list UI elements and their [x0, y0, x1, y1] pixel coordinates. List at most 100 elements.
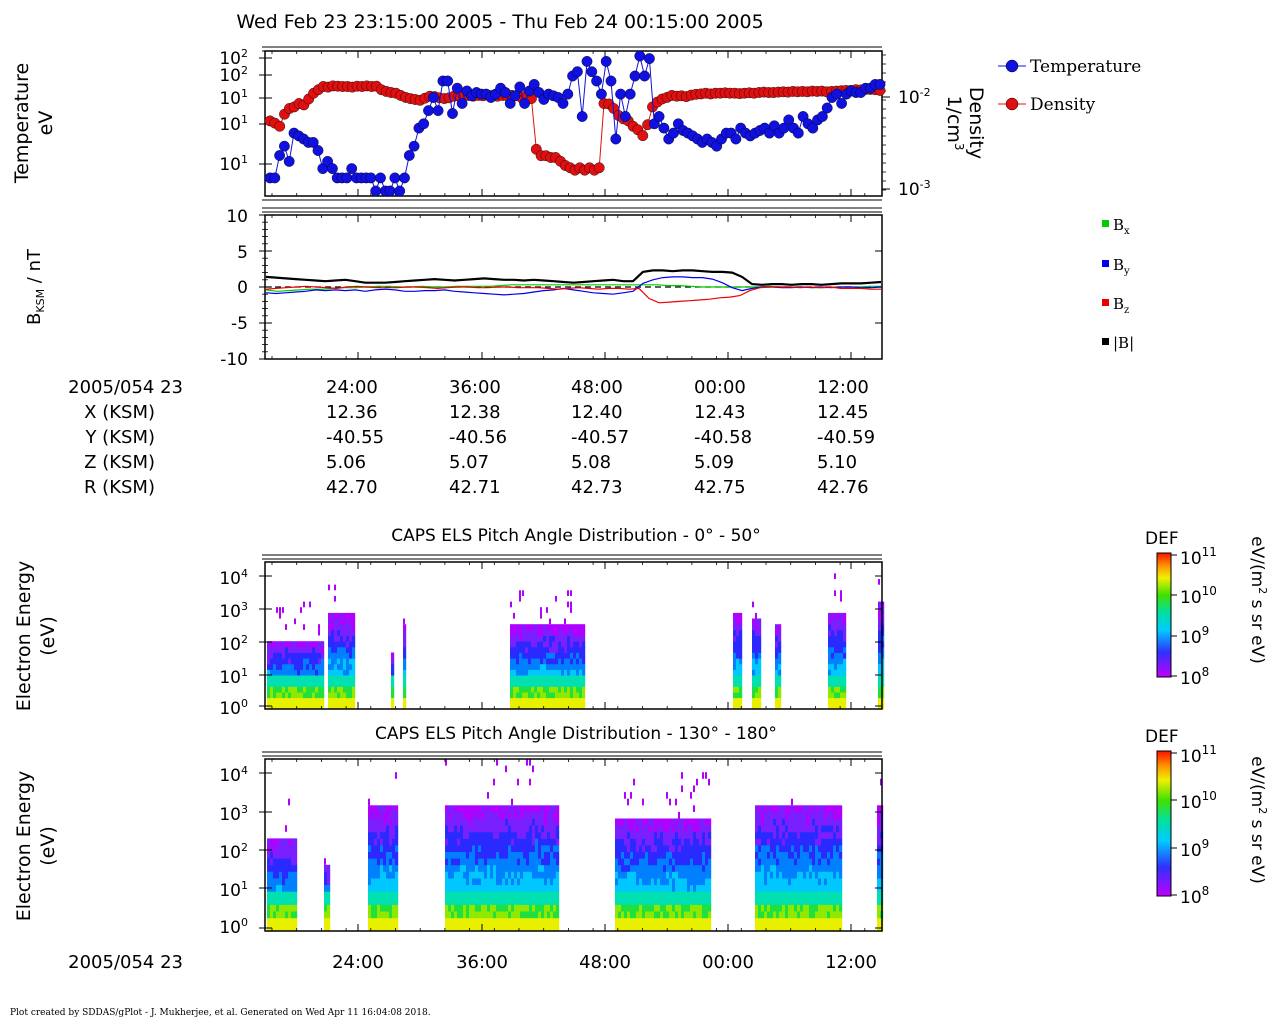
legend-density: Density: [998, 95, 1096, 115]
spec-cell: [702, 838, 706, 846]
spec-cell: [505, 851, 509, 859]
spec-cell: [705, 864, 709, 872]
spec-cell: [794, 917, 798, 925]
spec-cell: [282, 924, 286, 932]
spec-cell: [824, 871, 828, 879]
spec-cell: [395, 805, 399, 813]
spec-cell: [699, 911, 703, 919]
spec-cell: [340, 612, 344, 619]
spec-cell: [273, 864, 277, 872]
spec-cell: [564, 692, 568, 699]
spec-cell: [633, 871, 637, 879]
spec-cell: [776, 884, 780, 892]
spec-cell: [267, 904, 271, 912]
spec-cell: [579, 624, 583, 631]
spec-cell: [567, 635, 571, 642]
spec-cell: [513, 692, 517, 699]
spec-cell: [702, 845, 706, 852]
spec-cell: [481, 924, 485, 932]
spec-cell: [377, 811, 381, 819]
spec-cell: [534, 652, 538, 659]
spec-cell: [502, 838, 506, 846]
spec-cell: [321, 675, 325, 682]
spec-cell: [294, 864, 298, 872]
spec-cell: [457, 831, 461, 839]
spec-cell: [675, 838, 679, 846]
spec-cell: [834, 618, 838, 625]
spec-cell: [564, 669, 568, 676]
spec-cell: [496, 891, 500, 899]
spec-cell: [803, 917, 807, 925]
spec-cell: [475, 897, 479, 905]
spec-cell: [403, 646, 407, 653]
spec-cell: [833, 904, 837, 912]
spec-cell: [294, 669, 298, 676]
spec-cell: [273, 878, 277, 886]
spec-cell: [761, 838, 765, 846]
spec-cell: [522, 692, 526, 699]
spec-cell: [502, 825, 506, 833]
spec-cell: [291, 864, 295, 872]
spec-cell: [273, 911, 277, 919]
spec-cell: [499, 924, 503, 932]
spec-cell: [309, 658, 313, 665]
spec-cell: [657, 851, 661, 859]
spec-cell: [448, 884, 452, 892]
spec-cell: [270, 669, 274, 676]
spec-cell: [837, 641, 841, 648]
spec-cell: [493, 871, 497, 879]
spec-cell: [779, 858, 783, 866]
spec-cell: [627, 904, 631, 912]
spec-cell: [552, 663, 556, 670]
spec-cell: [334, 618, 338, 625]
spec-cell: [708, 904, 712, 912]
spec-cell: [526, 811, 530, 819]
spec-cell: [552, 680, 556, 687]
spec-cell: [490, 891, 494, 899]
spec-cell: [645, 851, 649, 859]
spec-cell: [469, 897, 473, 905]
spec-cell: [834, 669, 838, 676]
spec-cell: [576, 686, 580, 693]
spec-cell: [309, 703, 313, 710]
spec-cell: [553, 897, 557, 905]
spec-cell: [403, 635, 407, 642]
spec-cell: [833, 831, 837, 839]
spec-cell: [550, 811, 554, 819]
spec-cell: [556, 851, 560, 859]
spec-cell: [368, 924, 372, 932]
spec-cell: [660, 878, 664, 886]
spec-cell: [800, 845, 804, 852]
spec-cell: [395, 811, 399, 819]
spec-cell: [454, 917, 458, 925]
spec-cell: [736, 686, 740, 693]
spec-cell: [511, 845, 515, 852]
spec-cell: [708, 778, 710, 786]
spec-cell: [487, 884, 491, 892]
spec-cell: [510, 675, 514, 682]
spec-cell: [639, 845, 643, 852]
spec-cell: [371, 845, 375, 852]
spec-cell: [324, 897, 328, 905]
spec-cell: [633, 818, 637, 826]
spec-cell: [776, 904, 780, 912]
spec-cell: [550, 805, 554, 813]
spec-cell: [300, 607, 302, 613]
spec-cell: [877, 818, 881, 826]
spec-cell: [785, 891, 789, 899]
spec-cell: [270, 686, 274, 693]
spec-cell: [285, 924, 289, 932]
spec-cell: [618, 838, 622, 846]
density-axis-label: Density: [965, 87, 987, 159]
spec-cell: [537, 686, 541, 693]
spec-cell: [546, 669, 550, 676]
spec-cell: [878, 658, 882, 665]
spec-cell: [327, 917, 331, 925]
spec-cell: [297, 669, 301, 676]
spec-cell: [460, 825, 464, 833]
spec-cell: [520, 897, 524, 905]
spec-cell: [334, 635, 338, 642]
spec-cell: [570, 607, 572, 613]
spec-cell: [517, 831, 521, 839]
spec-cell: [374, 845, 378, 852]
